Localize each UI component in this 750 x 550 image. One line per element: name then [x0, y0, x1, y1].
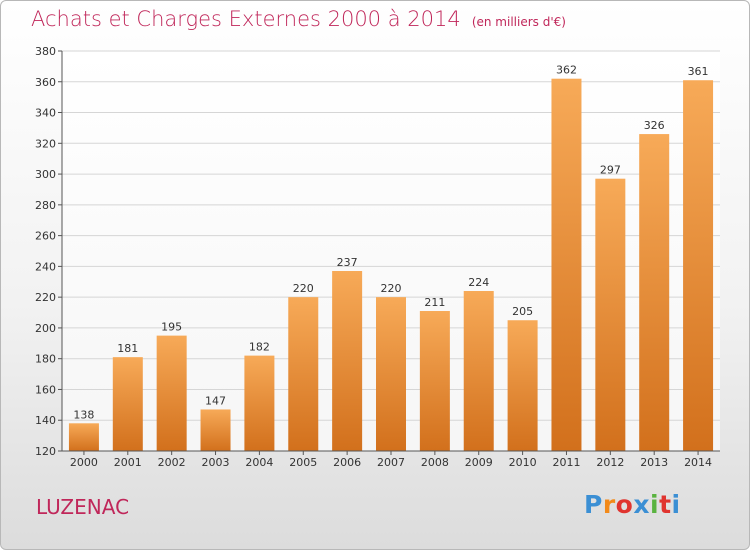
- x-tick-label: 2006: [333, 456, 361, 469]
- x-tick-label: 2004: [245, 456, 273, 469]
- logo-letter: t: [659, 490, 672, 519]
- data-label: 237: [337, 256, 358, 269]
- y-tick-label: 360: [35, 76, 56, 89]
- x-tick-label: 2003: [202, 456, 230, 469]
- bar: [68, 423, 99, 451]
- bar: [156, 335, 187, 451]
- logo-letter: o: [615, 490, 634, 519]
- logo-letter: i: [650, 490, 660, 519]
- logo-letter: i: [671, 490, 681, 519]
- bar: [551, 78, 582, 451]
- x-tick-label: 2011: [552, 456, 580, 469]
- data-label: 195: [161, 321, 182, 334]
- y-tick-label: 140: [35, 414, 56, 427]
- data-label: 211: [424, 296, 445, 309]
- proxiti-logo: Proxiti: [584, 490, 681, 519]
- x-tick-label: 2012: [596, 456, 624, 469]
- x-tick-label: 2008: [421, 456, 449, 469]
- data-label: 361: [688, 65, 709, 78]
- data-label: 326: [644, 119, 665, 132]
- data-label: 181: [117, 342, 138, 355]
- data-labels: 138 181 195 147 182 220 237 220 211 224 205 362 297 3…: [73, 64, 708, 422]
- x-tick-label: 2010: [509, 456, 537, 469]
- logo-letter: r: [602, 490, 616, 519]
- x-tick-label: 2001: [114, 456, 142, 469]
- bar: [463, 291, 494, 451]
- y-tick-label: 320: [35, 137, 56, 150]
- data-label: 297: [600, 164, 621, 177]
- bar: [507, 320, 538, 451]
- x-tick-label: 2007: [377, 456, 405, 469]
- y-tick-label: 260: [35, 230, 56, 243]
- y-tick-label: 200: [35, 322, 56, 335]
- bar: [244, 355, 275, 451]
- bar: [288, 297, 319, 451]
- data-label: 362: [556, 64, 577, 77]
- x-tick-label: 2013: [640, 456, 668, 469]
- logo-letter: x: [633, 490, 650, 519]
- bar: [376, 297, 406, 451]
- x-tick-label: 2005: [289, 456, 317, 469]
- y-tick-label: 300: [35, 168, 56, 181]
- data-label: 220: [293, 282, 314, 295]
- bar: [639, 134, 670, 452]
- bar: [595, 178, 626, 451]
- title-row: Achats et Charges Externes 2000 à 2014 (…: [31, 7, 566, 31]
- y-tick-label: 220: [35, 291, 56, 304]
- x-tick-label: 2002: [158, 456, 186, 469]
- bar: [419, 311, 450, 451]
- bar: [332, 271, 363, 451]
- data-label: 182: [249, 341, 270, 354]
- logo-letter: P: [584, 490, 603, 519]
- x-tick-label: 2009: [465, 456, 493, 469]
- y-tick-label: 280: [35, 199, 56, 212]
- data-label: 138: [73, 408, 94, 421]
- bar: [200, 409, 231, 451]
- chart-title: Achats et Charges Externes 2000 à 2014: [31, 7, 461, 31]
- data-label: 147: [205, 394, 226, 407]
- bars: [68, 78, 714, 452]
- bar: [683, 80, 714, 451]
- axes: 120 140 160 180 200 220 240 260 280 300 320 340 360 3…: [35, 45, 720, 469]
- y-tick-label: 340: [35, 107, 56, 120]
- x-tick-label: 2000: [70, 456, 98, 469]
- data-label: 205: [512, 305, 533, 318]
- y-tick-label: 160: [35, 383, 56, 396]
- x-tick-label: 2014: [684, 456, 712, 469]
- y-tick-label: 180: [35, 353, 56, 366]
- y-tick-label: 120: [35, 445, 56, 458]
- y-tick-label: 240: [35, 260, 56, 273]
- data-label: 224: [468, 276, 489, 289]
- y-tick-label: 380: [35, 45, 56, 58]
- bar: [112, 357, 143, 451]
- commune-name: LUZENAC: [36, 495, 130, 519]
- data-label: 220: [381, 282, 402, 295]
- chart-subtitle: (en milliers d'€): [471, 15, 566, 29]
